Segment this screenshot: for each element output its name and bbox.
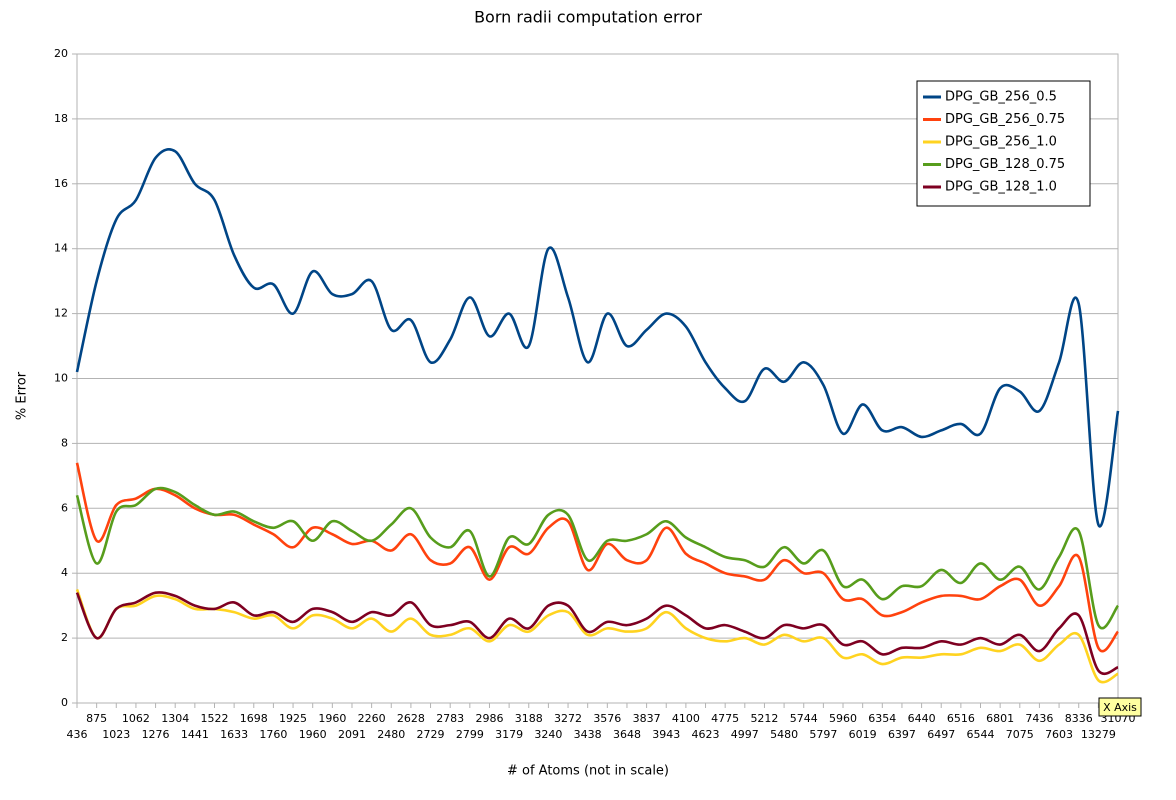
x-tick-label: 1925 [279,712,307,725]
x-tick-label: 6019 [849,728,877,741]
x-tick-label: 5960 [829,712,857,725]
x-tick-label: 1062 [122,712,150,725]
x-tick-label: 2986 [475,712,503,725]
y-tick-label: 2 [61,631,68,644]
y-tick-label: 12 [54,307,68,320]
x-tick-label: 2729 [417,728,445,741]
y-tick-label: 8 [61,436,68,449]
x-tick-label: 3272 [554,712,582,725]
tooltip-text: X Axis [1103,701,1137,714]
x-tick-label: 3438 [574,728,602,741]
y-tick-label: 4 [61,566,68,579]
x-tick-label: 3648 [613,728,641,741]
plot-frame [76,53,1119,704]
x-tick-label: 4100 [672,712,700,725]
y-tick-label: 16 [54,177,68,190]
x-tick-label: 2783 [436,712,464,725]
x-tick-label: 875 [86,712,107,725]
y-tick-label: 14 [54,242,68,255]
x-tick-label: 3179 [495,728,523,741]
x-tick-label: 2091 [338,728,366,741]
x-tick-label: 5744 [790,712,818,725]
x-tick-label: 6497 [927,728,955,741]
x-tick-label: 7075 [1006,728,1034,741]
legend-label: DPG_GB_128_0.75 [945,157,1065,172]
x-tick-label: 6397 [888,728,916,741]
x-tick-label: 1698 [240,712,268,725]
y-tick-label: 0 [61,696,68,709]
x-tick-label: 1441 [181,728,209,741]
x-tick-label: 5797 [809,728,837,741]
y-tick-label: 6 [61,501,68,514]
legend-box [916,80,1091,207]
x-tick-label: 2628 [397,712,425,725]
x-axis-title: # of Atoms (not in scale) [507,764,669,779]
x-tick-label: 7603 [1045,728,1073,741]
x-tick-label: 1633 [220,728,248,741]
x-tick-label: 3576 [593,712,621,725]
x-tick-label: 4775 [711,712,739,725]
y-axis-title: % Error [15,371,30,420]
x-tick-label: 2799 [456,728,484,741]
x-tick-label: 436 [67,728,88,741]
chart-title: Born radii computation error [474,8,702,27]
x-tick-label: 4997 [731,728,759,741]
x-tick-label: 3943 [652,728,680,741]
x-tick-label: 1023 [102,728,130,741]
legend-label: DPG_GB_256_0.5 [945,90,1057,105]
x-tick-label: 4623 [692,728,720,741]
x-tick-label: 1276 [142,728,170,741]
line-series [75,462,1120,653]
x-tick-label: 6440 [908,712,936,725]
x-tick-label: 7436 [1025,712,1053,725]
x-tick-label: 13279 [1081,728,1116,741]
x-tick-label: 6516 [947,712,975,725]
legend-label: DPG_GB_256_1.0 [945,135,1057,150]
line-series [75,148,1120,528]
legend-label: DPG_GB_128_1.0 [945,180,1057,195]
y-tick-label: 20 [54,47,68,60]
x-tick-label: 1960 [318,712,346,725]
x-tick-label: 6544 [967,728,995,741]
line-series [75,591,1119,676]
x-tick-label: 2260 [358,712,386,725]
x-tick-label: 3240 [534,728,562,741]
line-series [75,588,1119,684]
x-tick-label: 3188 [515,712,543,725]
x-tick-label: 1522 [200,712,228,725]
tooltip-box [1098,697,1142,717]
legend-label: DPG_GB_256_0.75 [945,112,1065,127]
x-tick-label: 5212 [750,712,778,725]
y-tick-label: 10 [54,372,68,385]
line-series [75,486,1120,630]
y-tick-label: 18 [54,112,68,125]
x-tick-label: 6354 [868,712,896,725]
x-tick-label: 1760 [259,728,287,741]
x-tick-label: 3837 [633,712,661,725]
x-tick-label: 2480 [377,728,405,741]
x-tick-label: 6801 [986,712,1014,725]
x-tick-label: 1960 [299,728,327,741]
x-tick-label: 1304 [161,712,189,725]
x-tick-label: 8336 [1065,712,1093,725]
x-tick-label: 5480 [770,728,798,741]
